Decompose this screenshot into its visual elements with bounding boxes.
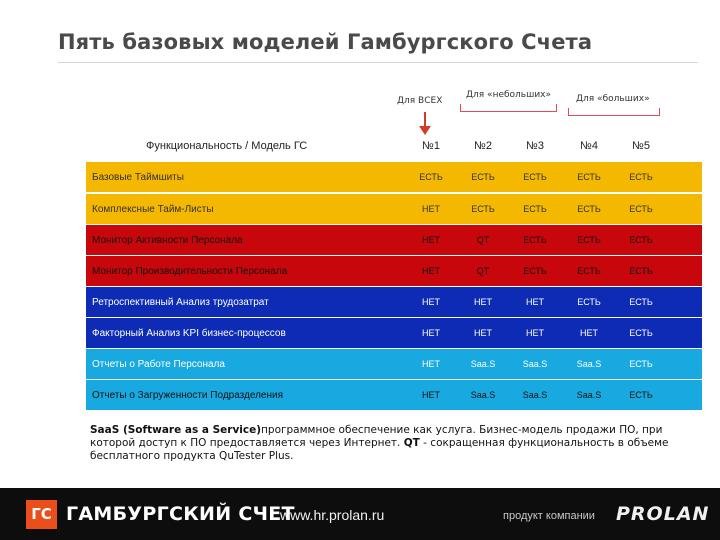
cell-model-1: НЕТ	[422, 359, 440, 369]
row-label: Факторный Анализ KPI бизнес-процессов	[92, 327, 286, 339]
model-header-5: №5	[632, 140, 650, 152]
cell-model-3: ЕСТЬ	[523, 235, 547, 245]
cell-model-1: НЕТ	[422, 390, 440, 400]
cell-model-3: НЕТ	[526, 297, 544, 307]
cell-model-1: НЕТ	[422, 204, 440, 214]
cell-model-2: Saa.S	[470, 390, 496, 400]
cell-model-4: ЕСТЬ	[577, 204, 601, 214]
cell-model-3: ЕСТЬ	[523, 172, 547, 182]
cell-model-3: ЕСТЬ	[523, 204, 547, 214]
cell-model-5: ЕСТЬ	[629, 297, 653, 307]
table-row: Ретроспективный Анализ трудозатрат НЕТ НЕТ…	[86, 287, 702, 317]
saas-term: SaaS (Software as a Service)	[90, 424, 262, 436]
cell-model-5: ЕСТЬ	[629, 328, 653, 338]
bracket-small	[460, 104, 557, 112]
cell-model-1: ЕСТЬ	[419, 172, 443, 182]
group-label-all: Для ВСЕХ	[397, 96, 443, 106]
cell-model-2: ЕСТЬ	[471, 172, 495, 182]
cell-model-1: НЕТ	[422, 266, 440, 276]
site-link[interactable]: www.hr.prolan.ru	[280, 507, 385, 523]
cell-model-4: ЕСТЬ	[577, 172, 601, 182]
cell-model-5: ЕСТЬ	[629, 359, 653, 369]
table-row: Монитор Производительности Персонала НЕТ Q…	[86, 256, 702, 286]
row-label: Базовые Таймшиты	[92, 171, 184, 183]
slide-title: Пять базовых моделей Гамбургского Счета	[58, 30, 593, 54]
cell-model-2: ЕСТЬ	[471, 204, 495, 214]
cell-model-4: Saa.S	[576, 359, 602, 369]
model-header-4: №4	[580, 140, 598, 152]
cell-model-2: НЕТ	[474, 297, 492, 307]
row-label: Отчеты о Загруженности Подразделения	[92, 389, 284, 401]
table-header-label: Функциональность / Модель ГС	[146, 140, 308, 152]
table-row: Факторный Анализ KPI бизнес-процессов НЕТ…	[86, 318, 702, 348]
cell-model-2: Saa.S	[470, 359, 496, 369]
cell-model-2: QT	[476, 235, 490, 245]
cell-model-3: Saa.S	[522, 359, 548, 369]
qt-term: QT	[403, 437, 420, 449]
table-row: Монитор Активности Персонала НЕТ QT ЕСТЬ ЕСТ…	[86, 225, 702, 255]
footer-bar: ГС ГАМБУРГСКИЙ СЧЕТ www.hr.prolan.ru про…	[0, 488, 720, 540]
cell-model-3: ЕСТЬ	[523, 266, 547, 276]
group-label-small: Для «небольших»	[466, 90, 552, 100]
saas-definition: программное обеспечение как услуга. Бизн…	[90, 424, 663, 449]
cell-model-4: ЕСТЬ	[577, 235, 601, 245]
arrow-stem	[424, 112, 426, 128]
model-header-2: №2	[474, 140, 492, 152]
table-row: Комплексные Тайм-Листы НЕТ ЕСТЬ ЕСТЬ ЕСТЬ ЕСТ…	[86, 194, 702, 224]
arrow-down-icon	[419, 126, 431, 135]
cell-model-5: ЕСТЬ	[629, 266, 653, 276]
cell-model-4: НЕТ	[580, 328, 598, 338]
cell-model-2: QT	[476, 266, 490, 276]
footnote: SaaS (Software as a Service)программное …	[90, 424, 690, 463]
qt-definition: - сокращенная функциональность в объеме …	[90, 437, 669, 462]
cell-model-4: ЕСТЬ	[577, 266, 601, 276]
company-logo: PROLAN	[616, 503, 710, 525]
row-label: Отчеты о Работе Персонала	[92, 358, 225, 370]
model-header-3: №3	[526, 140, 544, 152]
cell-model-2: НЕТ	[474, 328, 492, 338]
row-label: Комплексные Тайм-Листы	[92, 203, 214, 215]
cell-model-5: ЕСТЬ	[629, 235, 653, 245]
row-label: Монитор Активности Персонала	[92, 234, 243, 246]
cell-model-4: Saa.S	[576, 390, 602, 400]
logo: ГС	[26, 500, 57, 529]
title-divider	[58, 62, 698, 63]
cell-model-1: НЕТ	[422, 235, 440, 245]
brand-name: ГАМБУРГСКИЙ СЧЕТ	[66, 503, 295, 525]
row-label: Монитор Производительности Персонала	[92, 265, 288, 277]
model-header-1: №1	[422, 140, 440, 152]
cell-model-1: НЕТ	[422, 297, 440, 307]
cell-model-5: ЕСТЬ	[629, 204, 653, 214]
table-row: Отчеты о Загруженности Подразделения НЕТ S…	[86, 380, 702, 410]
cell-model-4: ЕСТЬ	[577, 297, 601, 307]
cell-model-1: НЕТ	[422, 328, 440, 338]
cell-model-3: НЕТ	[526, 328, 544, 338]
row-label: Ретроспективный Анализ трудозатрат	[92, 296, 269, 308]
cell-model-5: ЕСТЬ	[629, 172, 653, 182]
logo-text: ГС	[31, 505, 52, 523]
table-row: Базовые Таймшиты ЕСТЬ ЕСТЬ ЕСТЬ ЕСТЬ ЕСТЬ	[86, 162, 702, 192]
table-row: Отчеты о Работе Персонала НЕТ Saa.S Saa.S Sa…	[86, 349, 702, 379]
group-label-large: Для «больших»	[576, 94, 650, 104]
cell-model-3: Saa.S	[522, 390, 548, 400]
cell-model-5: ЕСТЬ	[629, 390, 653, 400]
company-label: продукт компании	[503, 510, 595, 522]
bracket-large	[568, 108, 660, 116]
